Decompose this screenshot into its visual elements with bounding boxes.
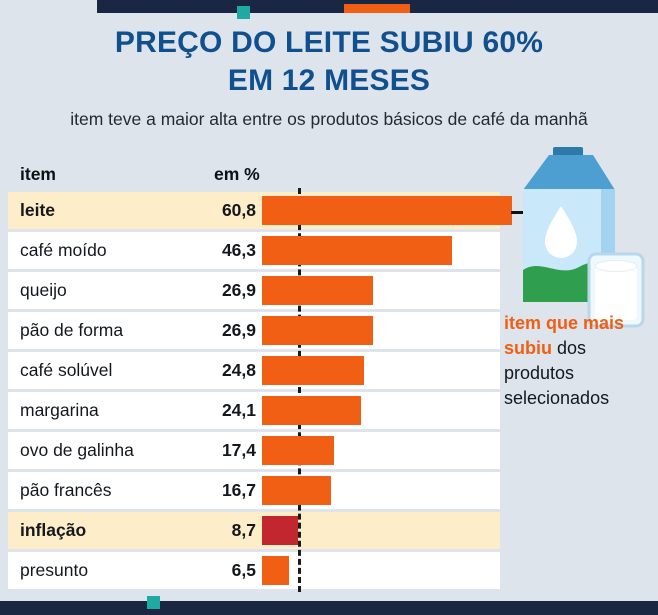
row-item-label: queijo — [20, 280, 67, 300]
row-item-label: inflação — [20, 520, 87, 540]
table-row: café moído 46,3 — [8, 232, 500, 269]
page-title-line-1: PREÇO DO LEITE SUBIU 60% — [114, 26, 544, 59]
milk-glass-icon — [587, 252, 645, 328]
milk-illustration — [523, 147, 645, 328]
row-value: 24,8 — [221, 360, 256, 380]
row-value: 6,5 — [231, 560, 256, 580]
bar-chart-rows: leite 60,8 café moído 46,3 queijo 26,9 p… — [8, 192, 512, 592]
row-item-label: café solúvel — [20, 360, 113, 380]
table-row: presunto 6,5 — [8, 552, 500, 589]
row-item-label: café moído — [20, 240, 107, 260]
column-header-item: item — [20, 164, 56, 184]
table-row: margarina 24,1 — [8, 392, 500, 429]
page-subtitle: item teve a maior alta entre os produtos… — [70, 109, 588, 129]
orange-bar-decoration-top — [344, 4, 410, 13]
table-row: ovo de galinha 17,4 — [8, 432, 500, 469]
leite-pointer-line — [511, 211, 530, 214]
row-item-label: presunto — [20, 560, 89, 580]
value-bar — [262, 516, 298, 545]
value-bar — [262, 236, 452, 265]
value-bar — [262, 396, 361, 425]
value-bar — [262, 316, 373, 345]
value-bar — [262, 276, 373, 305]
row-item-label: pão francês — [20, 480, 112, 500]
table-row: leite 60,8 — [8, 192, 512, 229]
milk-drop-icon — [545, 206, 577, 258]
row-value: 26,9 — [221, 280, 256, 300]
value-bar — [262, 436, 334, 465]
teal-square-decoration-bottom — [147, 596, 160, 609]
table-row: queijo 26,9 — [8, 272, 500, 309]
row-value: 24,1 — [221, 400, 256, 420]
table-row: pão francês 16,7 — [8, 472, 500, 509]
value-bar — [262, 476, 331, 505]
annotation-highlight: item que mais subiu — [504, 313, 625, 358]
row-value: 26,9 — [221, 320, 256, 340]
inflation-reference-line — [298, 188, 301, 592]
page-title-line-2: EM 12 MESES — [227, 64, 431, 97]
bottom-decoration-bar — [0, 601, 658, 615]
row-value: 8,7 — [231, 520, 256, 540]
table-header: item em % — [8, 164, 500, 185]
value-bar — [262, 196, 512, 225]
table-row: pão de forma 26,9 — [8, 312, 500, 349]
milk-carton-roof — [523, 155, 615, 190]
row-value: 60,8 — [221, 200, 256, 220]
row-item-label: pão de forma — [20, 320, 124, 340]
table-row: inflação 8,7 — [8, 512, 500, 549]
table-row: café solúvel 24,8 — [8, 352, 500, 389]
row-item-label: ovo de galinha — [20, 440, 134, 460]
row-value: 17,4 — [221, 440, 256, 460]
column-header-value: em % — [214, 164, 260, 184]
teal-square-decoration-top — [237, 6, 250, 19]
annotation-text: item que mais subiu dos produtos selecio… — [504, 311, 628, 411]
value-bar — [262, 356, 364, 385]
row-item-label: margarina — [20, 400, 99, 420]
row-value: 46,3 — [221, 240, 256, 260]
row-value: 16,7 — [221, 480, 256, 500]
annotation-rest: dos produtos selecionados — [504, 338, 610, 408]
value-bar — [262, 556, 289, 585]
row-item-label: leite — [20, 200, 56, 220]
